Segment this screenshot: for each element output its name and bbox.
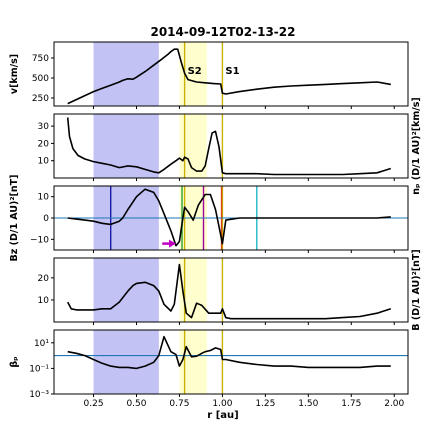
x-tick-label: 1.00 xyxy=(212,399,232,409)
panel-frame xyxy=(53,41,409,107)
series-line-density xyxy=(66,117,392,176)
x-tick-label: 0.25 xyxy=(84,399,104,409)
region-blue xyxy=(93,42,159,106)
panel-btotal: 10 20 B (D/1 AU)²[nT] xyxy=(38,249,422,330)
y-tick-label: 10 xyxy=(38,296,50,306)
series-line-bz xyxy=(67,188,391,247)
panel-frame xyxy=(53,257,409,323)
panel-density: 10 20 30 nₚ (D/1 AU)²[km/s] xyxy=(38,97,422,195)
y-tick-label: 0 xyxy=(43,214,49,224)
y-tick-label: 30 xyxy=(38,122,50,132)
x-tick-label: 1.50 xyxy=(298,399,318,409)
y-tick-label: 10 xyxy=(38,157,50,167)
y-tick-label: 10⁻³ xyxy=(29,390,49,400)
x-tick-label: 0.75 xyxy=(169,399,189,409)
y-tick-label: 10¹ xyxy=(34,339,49,349)
panels: 250 500 750 v[km/s] S2 S1 10 20 30 nₚ (D/1 AU)²[k… xyxy=(9,41,422,409)
x-tick-label: 1.75 xyxy=(341,399,361,409)
shock-label-s2: S2 xyxy=(188,66,202,77)
y-axis-label-beta: βₚ xyxy=(9,356,20,368)
region-blue xyxy=(93,258,159,322)
y-tick-label: 500 xyxy=(32,74,49,84)
x-tick-label: 1.25 xyxy=(255,399,275,409)
series-line-btotal xyxy=(66,263,392,320)
shock-label-s1: S1 xyxy=(225,66,239,77)
y-axis-label-density: nₚ (D/1 AU)²[km/s] xyxy=(411,97,422,195)
chart-title: 2014-09-12T02-13-22 xyxy=(150,25,295,39)
y-tick-label: 20 xyxy=(38,274,50,284)
arrow-head xyxy=(169,239,177,248)
panel-frame xyxy=(53,329,409,395)
series-line-speed xyxy=(67,48,391,105)
y-tick-label: 10⁻¹ xyxy=(29,364,49,374)
x-tick-label: 2.00 xyxy=(384,399,404,409)
panel-bz: −10 0 10 Bz (D/1 AU)²[nT] xyxy=(9,175,409,262)
y-tick-label: −10 xyxy=(30,235,49,245)
x-tick-label: 0.50 xyxy=(126,399,146,409)
y-axis-label-btotal: B (D/1 AU)²[nT] xyxy=(411,249,422,330)
y-axis-label-bz: Bz (D/1 AU)²[nT] xyxy=(9,175,20,262)
y-tick-label: 20 xyxy=(38,139,50,149)
y-tick-label: 750 xyxy=(32,54,49,64)
region-blue xyxy=(93,330,159,394)
x-axis-label: r [au] xyxy=(207,410,238,421)
y-tick-label: 10 xyxy=(38,193,50,203)
region-blue xyxy=(93,114,159,178)
y-axis-label-speed: v[km/s] xyxy=(9,54,20,94)
panel-speed: 250 500 750 v[km/s] S2 S1 xyxy=(9,41,409,109)
panel-frame xyxy=(53,113,409,179)
series-line-beta xyxy=(67,335,391,370)
y-tick-label: 250 xyxy=(32,94,49,104)
region-yellow xyxy=(179,330,207,394)
panel-beta: 10⁻³ 10⁻¹ 10¹ 0.25 0.50 0.75 1.00 1.25 1.50 1.75 2… xyxy=(9,329,409,409)
